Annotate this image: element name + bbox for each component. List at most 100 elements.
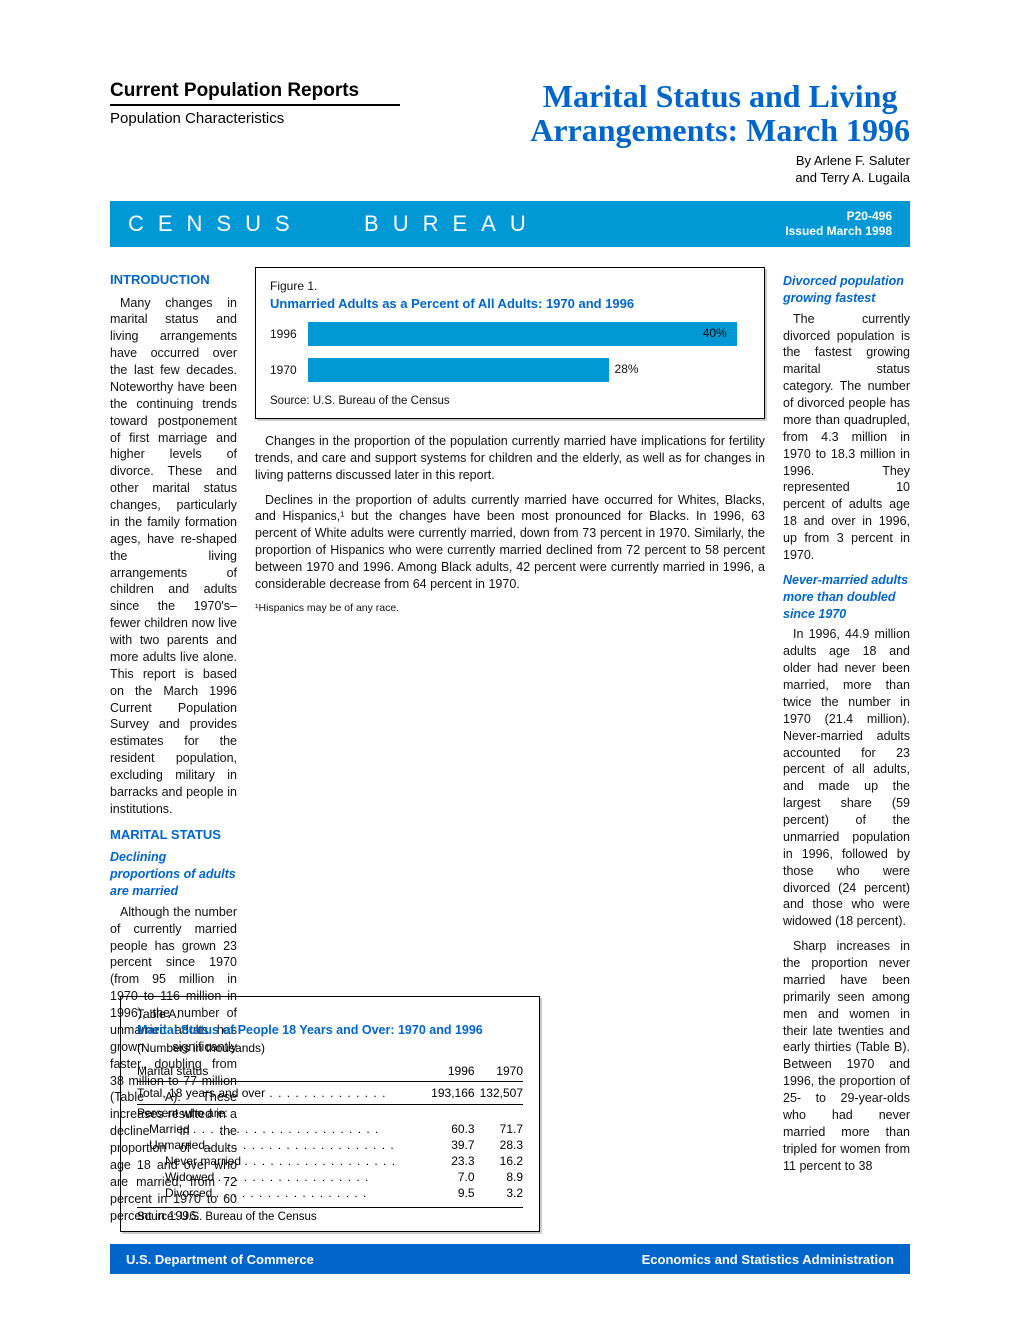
bar-fill [308, 358, 609, 382]
census-bureau-label: CENSUS BUREAU [128, 211, 540, 237]
title-line-2: Arrangements: March 1996 [530, 112, 910, 148]
divorced-subheading: Divorced population growing fastest [783, 273, 910, 307]
figure-number: Figure 1. [270, 278, 750, 294]
table-number: Table A. [137, 1007, 523, 1021]
table-row: Widowed . . . . . . . . . . . . . . . . … [137, 1169, 523, 1185]
col3-para-2: In 1996, 44.9 million adults age 18 and … [783, 626, 910, 930]
header: Current Population Reports Population Ch… [110, 80, 910, 187]
document-title: Marital Status and Living Arrangements: … [530, 80, 910, 147]
bar-row: 1970 28% [270, 358, 750, 382]
figure-title: Unmarried Adults as a Percent of All Adu… [270, 296, 750, 312]
table-source: Source: U.S. Bureau of the Census [137, 1207, 523, 1223]
row-1970: 71.7 [475, 1121, 523, 1137]
figure-bars: 1996 40% 1970 28% [270, 322, 750, 382]
footer-bar: U.S. Department of Commerce Economics an… [110, 1244, 910, 1274]
row-label: Never married . . . . . . . . . . . . . … [137, 1153, 426, 1169]
declining-subheading: Declining proportions of adults are marr… [110, 849, 237, 900]
table-header-row: Marital status 1996 1970 [137, 1061, 523, 1082]
total-label: Total, 18 years and over . . . . . . . .… [137, 1081, 426, 1104]
table-title: Marital Status of People 18 Years and Ov… [137, 1023, 523, 1039]
col2-para-2: Declines in the proportion of adults cur… [255, 492, 765, 593]
col3-para-1: The currently divorced population is the… [783, 311, 910, 564]
census-bar-right: P20-496 Issued March 1998 [785, 209, 892, 239]
dots-icon: . . . . . . . . . . . . . . . . . . [244, 1154, 396, 1168]
bar-year: 1996 [270, 326, 308, 342]
total-label-text: Total, 18 years and over [137, 1086, 265, 1100]
bar-value: 40% [703, 325, 727, 341]
never-married-subheading: Never-married adults more than doubled s… [783, 572, 910, 623]
bar-track: 40% [308, 322, 750, 346]
dots-icon: . . . . . . . . . . . . . . . . . . . . … [193, 1122, 379, 1136]
dots-icon: . . . . . . . . . . . . . . . . . . [218, 1170, 370, 1184]
row-1996: 7.0 [426, 1169, 474, 1185]
title-line-1: Marital Status and Living [543, 78, 898, 114]
row-label: Widowed . . . . . . . . . . . . . . . . … [137, 1169, 426, 1185]
bar-row: 1996 40% [270, 322, 750, 346]
census-bar: CENSUS BUREAU P20-496 Issued March 1998 [110, 201, 910, 247]
author-and: and [795, 170, 820, 185]
percent-who-are-label: Percent who are: [137, 1104, 523, 1121]
table-row: Divorced . . . . . . . . . . . . . . . .… [137, 1185, 523, 1201]
row-1996: 39.7 [426, 1137, 474, 1153]
series-title: Current Population Reports [110, 80, 400, 106]
bar-year: 1970 [270, 362, 308, 378]
dots-icon: . . . . . . . . . . . . . . . . . . [216, 1186, 368, 1200]
table-a-grid: Marital status 1996 1970 Total, 18 years… [137, 1061, 523, 1201]
table-row: Married . . . . . . . . . . . . . . . . … [137, 1121, 523, 1137]
row-1970: 28.3 [475, 1137, 523, 1153]
col3-para-3: Sharp increases in the proportion never … [783, 938, 910, 1174]
total-1970: 132,507 [475, 1081, 523, 1104]
marital-status-heading: MARITAL STATUS [110, 826, 237, 844]
row-1970: 16.2 [475, 1153, 523, 1169]
row-label-text: Married [149, 1122, 193, 1136]
footer-left: U.S. Department of Commerce [126, 1252, 314, 1267]
author-1: Arlene F. Saluter [814, 153, 910, 168]
introduction-heading: INTRODUCTION [110, 271, 237, 289]
report-code: P20-496 [785, 209, 892, 224]
row-label: Divorced . . . . . . . . . . . . . . . .… [137, 1185, 426, 1201]
row-1970: 3.2 [475, 1185, 523, 1201]
footer-right: Economics and Statistics Administration [642, 1252, 894, 1267]
page: Current Population Reports Population Ch… [0, 0, 1020, 1320]
col-1996: 1996 [426, 1061, 474, 1082]
dots-icon: . . . . . . . . . . . . . . . . . . . . … [208, 1138, 394, 1152]
authors: By Arlene F. Saluter and Terry A. Lugail… [530, 153, 910, 187]
bureau-word: BUREAU [364, 211, 540, 236]
column-3: Divorced population growing fastest The … [783, 267, 910, 1232]
total-1996: 193,166 [426, 1081, 474, 1104]
header-right: Marital Status and Living Arrangements: … [530, 80, 910, 187]
col2-para-1: Changes in the proportion of the populat… [255, 433, 765, 484]
row-label-text: Widowed [165, 1170, 218, 1184]
row-label-text: Divorced [165, 1186, 216, 1200]
hispanics-footnote: ¹Hispanics may be of any race. [255, 601, 765, 615]
dots-icon: . . . . . . . . . . . . . . [265, 1086, 386, 1100]
row-1970: 8.9 [475, 1169, 523, 1185]
table-total-row: Total, 18 years and over . . . . . . . .… [137, 1081, 523, 1104]
table-note: (Numbers in thousands) [137, 1041, 523, 1055]
row-1996: 60.3 [426, 1121, 474, 1137]
row-label: Unmarried . . . . . . . . . . . . . . . … [137, 1137, 426, 1153]
table-row: Unmarried . . . . . . . . . . . . . . . … [137, 1137, 523, 1153]
series-subtitle: Population Characteristics [110, 110, 400, 127]
table-pct-label-row: Percent who are: [137, 1104, 523, 1121]
header-left: Current Population Reports Population Ch… [110, 80, 400, 127]
census-word: CENSUS [128, 211, 304, 236]
row-1996: 23.3 [426, 1153, 474, 1169]
figure-source: Source: U.S. Bureau of the Census [270, 394, 750, 410]
author-prefix: By [796, 153, 814, 168]
row-1996: 9.5 [426, 1185, 474, 1201]
col-1970: 1970 [475, 1061, 523, 1082]
introduction-paragraph: Many changes in marital status and livin… [110, 295, 237, 818]
figure-1: Figure 1. Unmarried Adults as a Percent … [255, 267, 765, 419]
row-label-text: Never married [165, 1154, 244, 1168]
author-2: Terry A. Lugaila [820, 170, 910, 185]
row-label-text: Unmarried [149, 1138, 208, 1152]
row-label: Married . . . . . . . . . . . . . . . . … [137, 1121, 426, 1137]
col-marital-status: Marital status [137, 1061, 426, 1082]
table-a: Table A. Marital Status of People 18 Yea… [120, 996, 540, 1232]
issued-date: Issued March 1998 [785, 224, 892, 239]
bar-fill [308, 322, 737, 346]
bar-track: 28% [308, 358, 750, 382]
table-row: Never married . . . . . . . . . . . . . … [137, 1153, 523, 1169]
bar-value: 28% [615, 361, 639, 377]
